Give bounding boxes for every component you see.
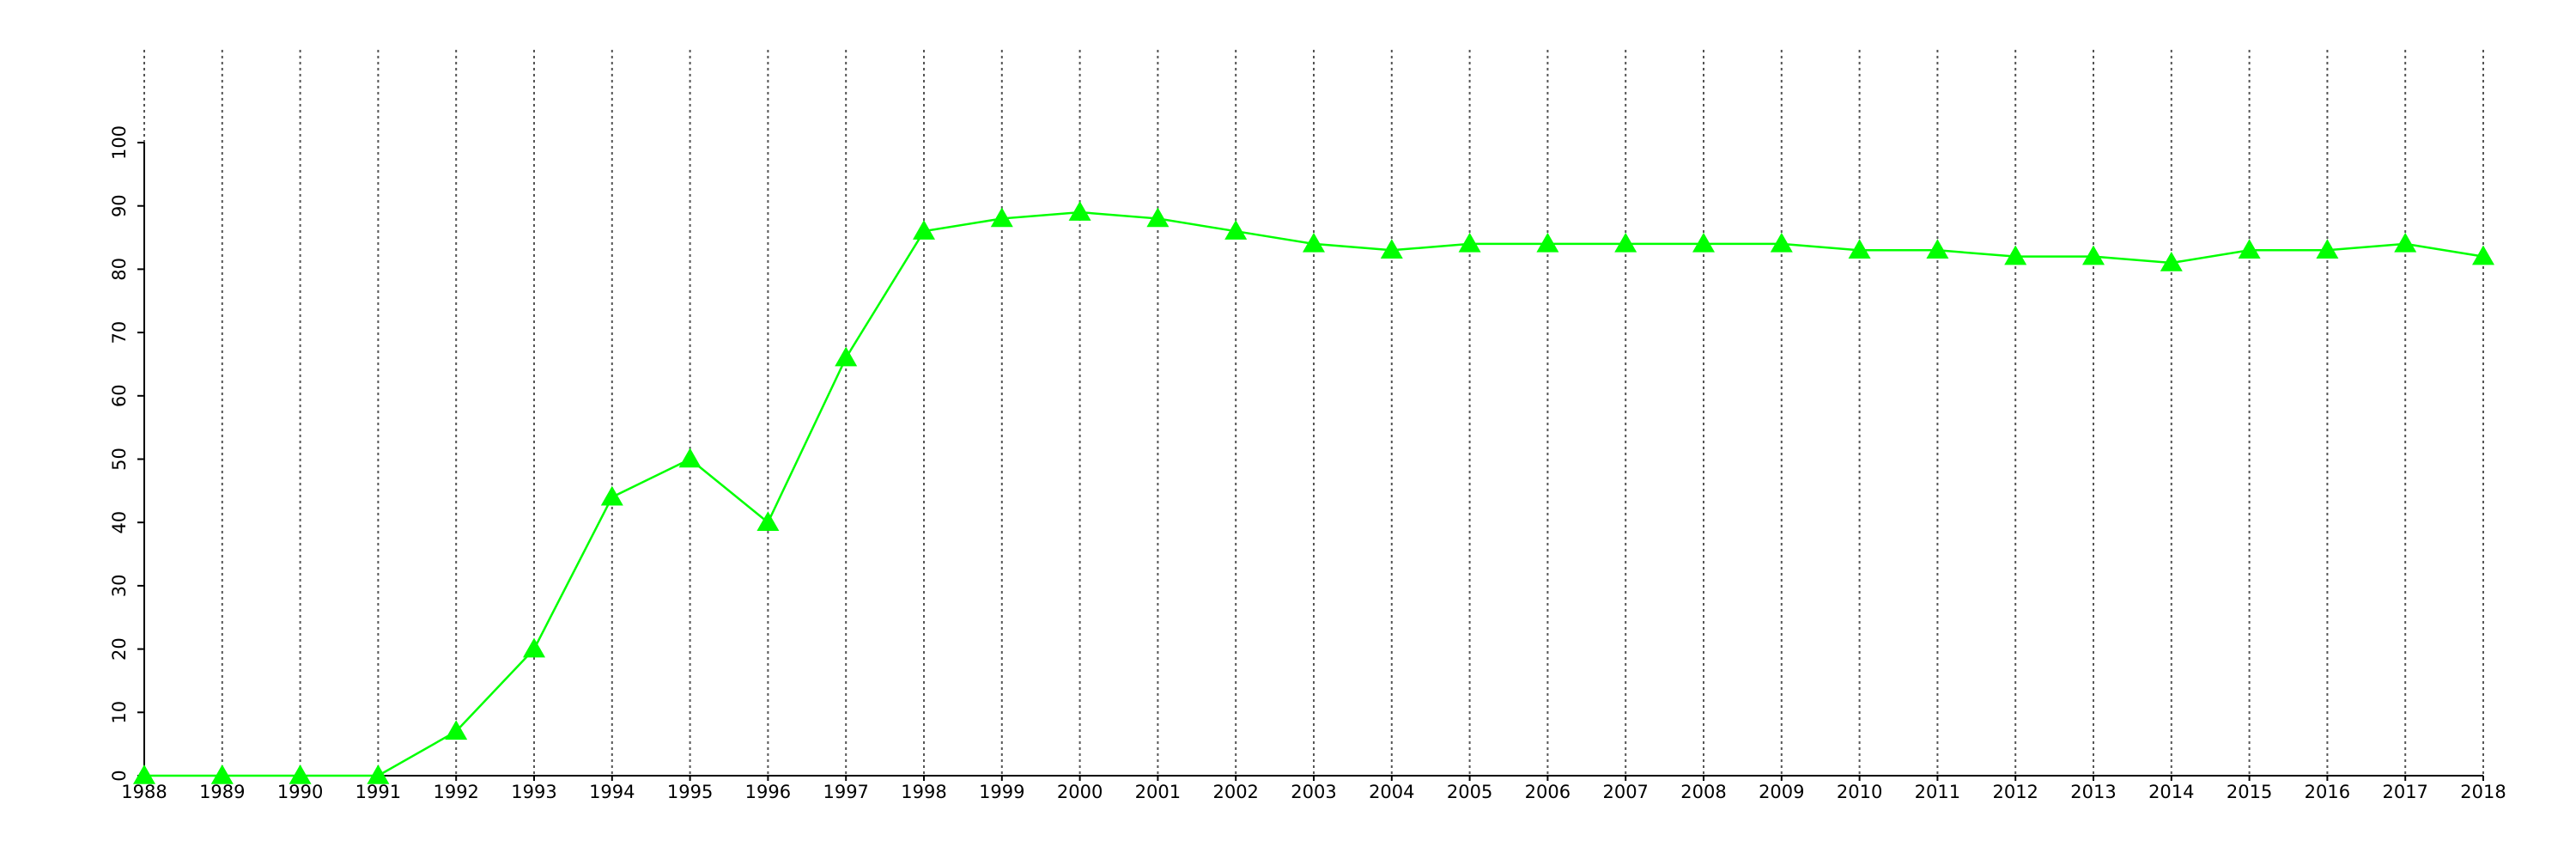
x-tick-label: 1994 (589, 782, 635, 802)
x-tick-label: 2005 (1447, 782, 1492, 802)
y-tick-label: 70 (109, 321, 130, 344)
data-point (1848, 239, 1871, 259)
x-tick-label: 1988 (121, 782, 167, 802)
data-point (1926, 239, 1949, 259)
x-tick-label: 1991 (355, 782, 401, 802)
x-tick-label: 2012 (1992, 782, 2038, 802)
x-tick-label: 1989 (199, 782, 245, 802)
data-point (2394, 232, 2417, 253)
data-point (1146, 207, 1170, 228)
data-point (990, 207, 1013, 228)
x-tick-label: 1992 (433, 782, 478, 802)
x-tick-label: 1997 (823, 782, 868, 802)
data-point (2472, 245, 2494, 265)
data-point (1068, 201, 1091, 221)
x-tick-label: 1996 (745, 782, 791, 802)
x-tick-label: 2001 (1135, 782, 1181, 802)
x-tick-label: 2011 (1915, 782, 1960, 802)
y-tick-label: 100 (109, 125, 130, 160)
x-tick-label: 2009 (1759, 782, 1804, 802)
x-tick-label: 1995 (667, 782, 713, 802)
data-point (1614, 232, 1637, 253)
x-tick-label: 2004 (1369, 782, 1414, 802)
y-tick-label: 90 (109, 194, 130, 217)
data-point (133, 765, 155, 784)
x-tick-label: 1993 (511, 782, 556, 802)
x-tick-label: 2014 (2148, 782, 2194, 802)
x-tick-label: 2015 (2227, 782, 2272, 802)
data-point (913, 220, 935, 240)
y-tick-label: 60 (109, 384, 130, 407)
x-tick-label: 1990 (277, 782, 323, 802)
x-tick-label: 1999 (979, 782, 1024, 802)
x-tick-label: 2018 (2460, 782, 2506, 802)
data-point (1692, 232, 1715, 253)
data-point (1770, 232, 1793, 253)
data-point (600, 485, 623, 506)
data-point (445, 720, 468, 740)
x-tick-label: 2007 (1602, 782, 1648, 802)
x-tick-label: 2008 (1680, 782, 1726, 802)
y-tick-label: 20 (109, 637, 130, 661)
data-point (2238, 239, 2261, 259)
y-tick-label: 40 (109, 511, 130, 534)
x-tick-label: 2006 (1525, 782, 1571, 802)
y-tick-label: 50 (109, 448, 130, 471)
x-tick-label: 2016 (2305, 782, 2350, 802)
data-point (678, 448, 702, 468)
data-point (1458, 232, 1481, 253)
data-point (523, 637, 545, 658)
x-tick-label: 1998 (901, 782, 946, 802)
data-point (1224, 220, 1248, 240)
x-tick-label: 2013 (2070, 782, 2116, 802)
data-point (1536, 232, 1559, 253)
data-point (835, 346, 858, 367)
data-point (2160, 252, 2183, 271)
x-tick-label: 2002 (1212, 782, 1258, 802)
data-point (2082, 245, 2105, 265)
x-tick-label: 2003 (1291, 782, 1336, 802)
data-point (210, 765, 234, 784)
data-point (2004, 245, 2027, 265)
x-tick-label: 2000 (1057, 782, 1103, 802)
data-point (367, 765, 390, 784)
y-tick-label: 0 (109, 770, 130, 781)
x-tick-label: 2010 (1837, 782, 1882, 802)
data-point (1303, 232, 1325, 253)
y-tick-label: 10 (109, 701, 130, 724)
data-point (289, 765, 312, 784)
x-tick-label: 2017 (2382, 782, 2427, 802)
y-tick-label: 80 (109, 258, 130, 281)
data-point (2316, 239, 2339, 259)
y-tick-label: 30 (109, 575, 130, 598)
data-point (756, 511, 780, 531)
data-point (1380, 239, 1403, 259)
